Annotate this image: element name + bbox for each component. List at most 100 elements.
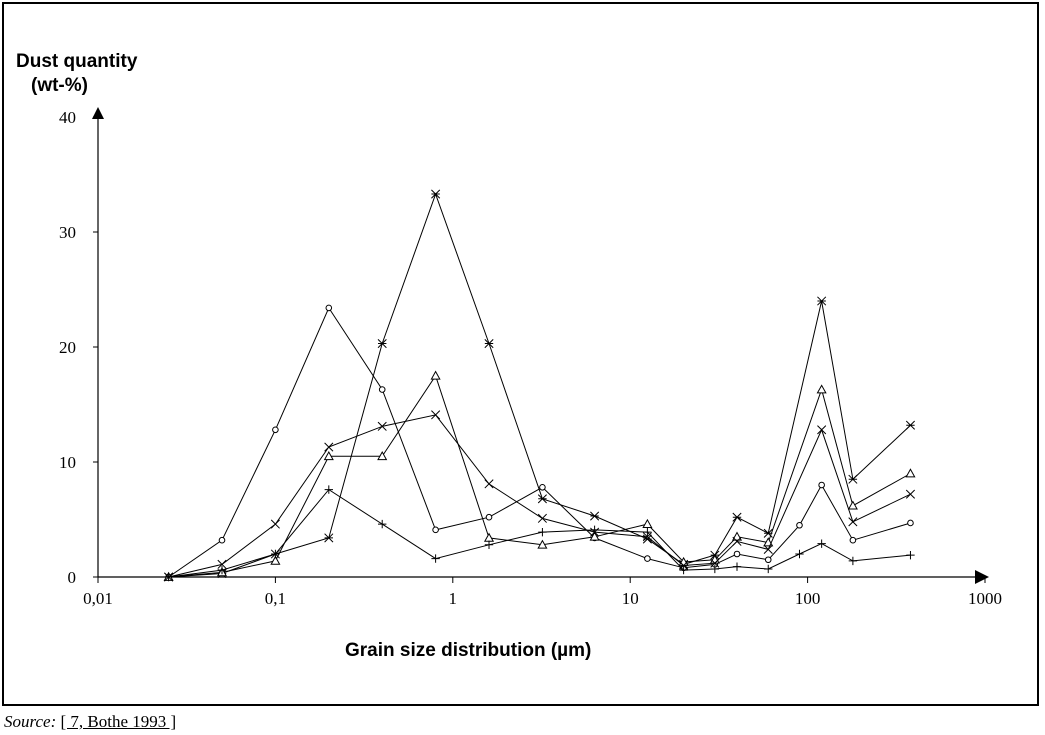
data-point xyxy=(818,481,825,489)
data-point xyxy=(817,425,827,435)
data-point xyxy=(324,533,334,543)
data-point xyxy=(537,494,547,504)
data-point xyxy=(642,532,652,542)
source-note: Source: [ 7, Bothe 1993 ] xyxy=(4,712,176,732)
chart-series xyxy=(163,189,916,582)
data-point xyxy=(270,555,281,565)
data-point xyxy=(539,484,546,491)
data-point xyxy=(484,479,494,489)
data-point xyxy=(905,489,916,499)
data-point xyxy=(906,550,915,560)
y-tick-label: 40 xyxy=(59,108,76,127)
data-point xyxy=(763,544,773,554)
data-point xyxy=(430,370,441,380)
data-point xyxy=(732,512,742,522)
y-axis-title: Dust quantity (wt-%) xyxy=(16,50,186,98)
y-tick-label: 10 xyxy=(59,453,76,472)
data-point xyxy=(217,559,227,569)
data-point xyxy=(710,564,720,574)
data-point xyxy=(377,421,387,431)
data-point xyxy=(323,451,334,461)
source-reference-link[interactable]: [ 7, Bothe 1993 ] xyxy=(60,712,177,731)
data-point xyxy=(679,560,689,571)
source-prefix: Source: xyxy=(4,712,57,731)
x-tick-label: 1000 xyxy=(968,589,1002,608)
figure-frame xyxy=(2,2,1039,706)
data-point xyxy=(710,558,720,568)
data-point xyxy=(218,536,226,544)
data-point xyxy=(905,420,916,430)
data-point xyxy=(590,525,599,535)
data-point xyxy=(164,572,173,582)
data-point xyxy=(848,474,858,484)
x-tick-label: 1 xyxy=(449,589,458,608)
data-point xyxy=(590,511,600,521)
data-point xyxy=(378,519,387,529)
data-point xyxy=(817,539,826,548)
data-point xyxy=(271,549,280,559)
x-tick-label: 10 xyxy=(622,589,639,608)
x-tick-label: 0,1 xyxy=(265,589,286,608)
x-tick-label: 0,01 xyxy=(83,589,113,608)
data-point xyxy=(377,451,388,461)
series-triangle xyxy=(163,370,916,581)
data-point xyxy=(817,296,827,306)
y-axis-arrow xyxy=(92,107,104,119)
data-point xyxy=(484,338,494,349)
data-point xyxy=(484,540,494,549)
data-point xyxy=(732,536,742,546)
data-point xyxy=(272,426,279,434)
y-tick-label: 0 xyxy=(68,568,77,587)
data-point xyxy=(431,189,441,199)
x-axis-arrow xyxy=(975,570,989,584)
y-tick-label: 20 xyxy=(59,338,76,357)
data-point xyxy=(847,500,858,510)
data-point xyxy=(324,442,334,452)
data-point xyxy=(733,550,741,558)
data-point xyxy=(764,556,772,564)
data-point xyxy=(732,562,742,571)
data-point xyxy=(217,565,227,575)
data-point xyxy=(907,519,914,527)
y-axis-title-line1: Dust quantity xyxy=(16,51,138,72)
series-line xyxy=(168,306,911,578)
data-point xyxy=(642,518,653,528)
data-point xyxy=(905,468,916,478)
series-circle xyxy=(165,304,914,581)
data-point xyxy=(324,485,334,494)
data-point xyxy=(325,304,333,312)
data-point xyxy=(849,536,857,544)
data-point xyxy=(795,549,804,559)
x-tick-label: 100 xyxy=(795,589,821,608)
data-point xyxy=(848,556,858,566)
data-point xyxy=(816,384,827,394)
y-tick-label: 30 xyxy=(59,223,76,242)
data-point xyxy=(270,519,280,529)
data-point xyxy=(483,532,495,542)
data-point xyxy=(643,527,652,537)
x-axis-title: Grain size distribution (µm) xyxy=(345,640,592,661)
data-point xyxy=(431,554,440,563)
data-point xyxy=(731,531,743,541)
y-axis-title-line2: (wt-%) xyxy=(31,75,88,96)
data-point xyxy=(679,565,688,575)
data-point xyxy=(378,386,386,393)
data-point xyxy=(537,513,547,523)
data-point xyxy=(764,564,773,574)
data-point xyxy=(537,539,548,549)
data-point xyxy=(485,513,493,521)
series-plus xyxy=(164,485,915,582)
data-point xyxy=(377,338,387,349)
chart-axes xyxy=(92,107,989,584)
data-point xyxy=(589,531,600,541)
series-line xyxy=(168,488,911,578)
series-line xyxy=(168,192,911,578)
data-point xyxy=(848,517,858,527)
data-point xyxy=(644,555,651,562)
data-point xyxy=(432,526,439,534)
data-point xyxy=(538,527,547,537)
data-point xyxy=(796,521,803,529)
data-point xyxy=(431,410,441,420)
chart-ticks: 0 10 20 30 40 0,01 0,1 1 10 100 1000 xyxy=(59,108,1002,608)
